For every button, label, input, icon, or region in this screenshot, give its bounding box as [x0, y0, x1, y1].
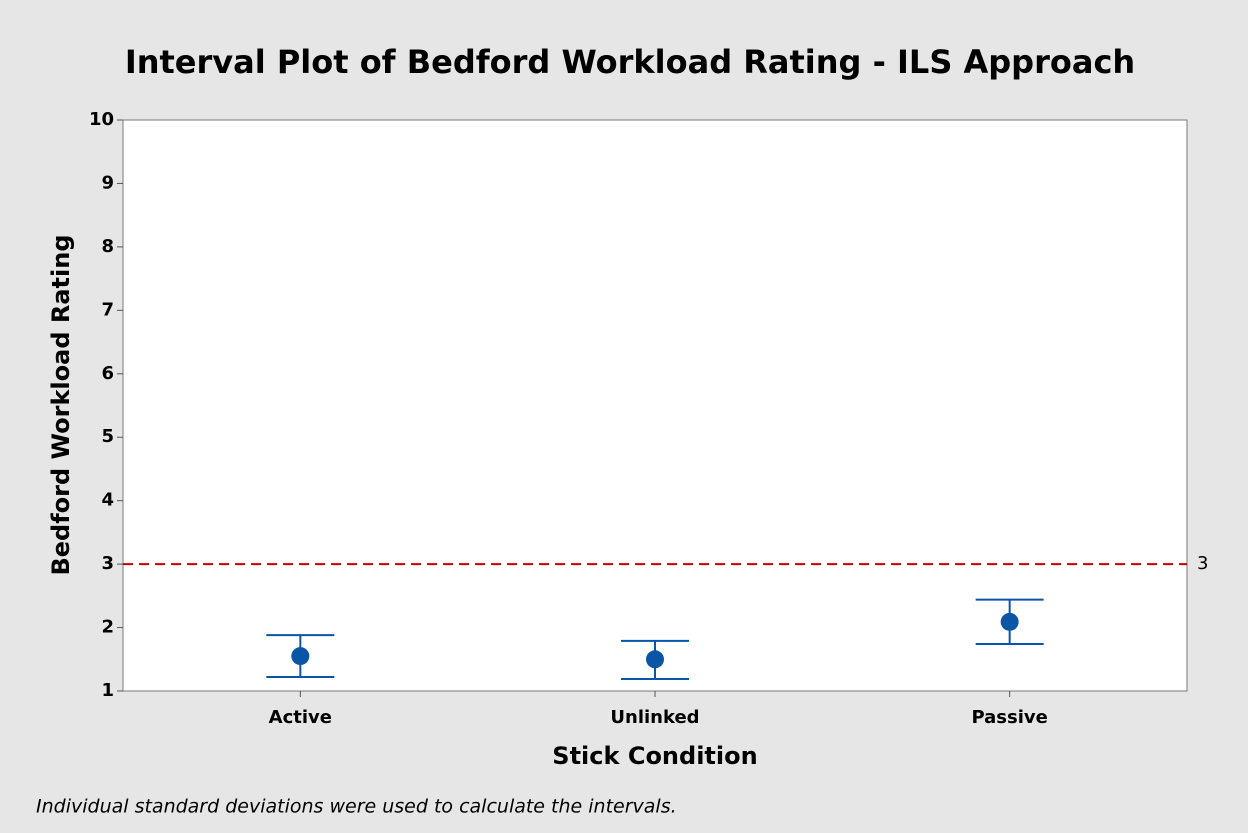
x-tick-label: Passive	[971, 707, 1047, 728]
y-axis-title: Bedford Workload Rating	[47, 234, 75, 575]
y-tick-label: 4	[101, 490, 114, 511]
y-tick-label: 8	[101, 236, 114, 257]
plot-area	[122, 119, 1188, 692]
y-tick-label: 9	[101, 172, 114, 193]
mean-marker	[646, 650, 664, 669]
y-tick-label: 5	[101, 426, 114, 447]
y-tick-label: 3	[101, 553, 114, 574]
chart-title: Interval Plot of Bedford Workload Rating…	[125, 43, 1135, 81]
y-tick-label: 7	[101, 299, 114, 320]
y-tick-label: 10	[89, 109, 114, 130]
y-tick-label: 6	[101, 363, 114, 384]
reference-label: 3	[1197, 553, 1208, 574]
mean-marker	[1000, 612, 1019, 631]
x-axis-title: Stick Condition	[552, 742, 757, 770]
footnote: Individual standard deviations were used…	[36, 796, 677, 818]
y-tick-label: 2	[101, 617, 114, 638]
x-tick-label: Active	[269, 707, 332, 728]
mean-marker	[291, 647, 310, 666]
x-tick-label: Unlinked	[610, 707, 699, 728]
y-tick-label: 1	[101, 680, 114, 701]
